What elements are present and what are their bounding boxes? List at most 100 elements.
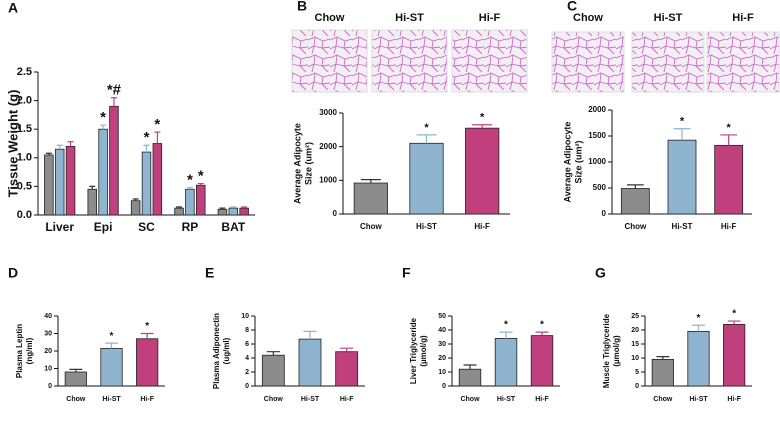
error-bar <box>143 144 150 153</box>
bar <box>44 154 54 216</box>
bar <box>64 371 87 387</box>
x-tick-label: Chow <box>360 222 383 231</box>
y-tick-label: 6 <box>245 341 249 348</box>
bar <box>494 337 518 387</box>
y-tick-label: 2 <box>245 369 249 376</box>
significance-mark: * <box>540 320 544 331</box>
significance-mark: * <box>504 320 508 331</box>
bar <box>298 338 322 387</box>
bar <box>141 151 152 216</box>
significance-mark: * <box>732 309 736 320</box>
x-tick-label: Chow <box>624 222 647 231</box>
bar <box>261 354 285 387</box>
bar <box>620 188 650 215</box>
image-label: Chow <box>315 12 345 24</box>
error-bar <box>416 134 437 144</box>
y-tick-label: 1.5 <box>17 123 32 135</box>
x-tick-label: Chow <box>264 396 284 403</box>
y-tick-label: 10 <box>44 365 52 372</box>
x-tick-label: Epi <box>94 220 113 234</box>
y-tick-label: 1000 <box>588 157 606 166</box>
panel-label: D <box>8 265 18 281</box>
error-bar <box>303 330 317 340</box>
error-bar <box>219 207 226 210</box>
y-tick-label: 500 <box>593 183 607 192</box>
y-axis-label: Average Adipocyte <box>562 122 572 203</box>
bar <box>667 139 697 215</box>
y-tick-label: 0 <box>635 383 639 390</box>
y-tick-label: 40 <box>44 313 52 320</box>
y-axis-label: (ug/ml) <box>222 337 231 364</box>
bar <box>228 207 239 216</box>
y-tick-label: 15 <box>631 341 639 348</box>
error-bar <box>186 186 193 190</box>
significance-mark: * <box>727 122 732 134</box>
x-tick-label: Hi-ST <box>416 222 437 231</box>
y-axis-label: Muscle Triglyceride <box>602 313 611 388</box>
error-bar <box>656 356 670 360</box>
significance-mark: * <box>154 116 160 133</box>
y-tick-label: 0 <box>48 383 52 390</box>
y-axis-label: (µmol/g) <box>419 335 428 367</box>
x-tick-label: Hi-ST <box>672 222 693 231</box>
error-bar <box>154 131 161 144</box>
y-axis-label: (µmol/g) <box>612 335 621 367</box>
y-tick-label: 0 <box>602 209 607 218</box>
x-tick-label: SC <box>138 220 155 234</box>
x-tick-label: Hi-ST <box>497 396 516 403</box>
bar <box>353 182 388 215</box>
x-tick-label: Hi-ST <box>102 396 121 403</box>
x-tick-label: Chow <box>66 396 86 403</box>
y-axis-label: Plasma Adiponectin <box>212 313 221 389</box>
x-tick-label: Liver <box>45 220 74 234</box>
y-axis-label: Tissue Weight (g) <box>5 90 20 198</box>
error-bar <box>140 332 154 339</box>
y-tick-label: 2.5 <box>17 66 32 78</box>
y-tick-label: 1000 <box>319 175 337 184</box>
x-tick-label: Hi-F <box>340 396 354 403</box>
bar <box>239 207 249 216</box>
error-bar <box>45 152 52 155</box>
significance-mark: * <box>110 331 114 342</box>
y-axis-label: Plasma Leptin <box>15 324 24 378</box>
y-tick-label: 0 <box>442 383 446 390</box>
panel-label: F <box>402 265 411 281</box>
error-bar <box>535 331 549 336</box>
y-tick-label: 0.5 <box>17 180 32 192</box>
panel-label: B <box>297 0 307 14</box>
y-tick-label: 40 <box>438 327 446 334</box>
significance-mark: * <box>144 129 150 146</box>
panel-label: G <box>595 265 606 281</box>
y-axis-label: Average Adipocyte <box>292 123 302 204</box>
error-bar <box>692 324 705 332</box>
y-tick-label: 5 <box>635 369 639 376</box>
x-tick-label: Hi-F <box>535 396 549 403</box>
y-tick-label: 50 <box>438 313 446 320</box>
significance-mark: * <box>100 109 106 126</box>
error-bar <box>56 144 63 150</box>
error-bar <box>720 134 738 146</box>
y-tick-label: 0.0 <box>17 209 32 221</box>
y-tick-label: 20 <box>438 355 446 362</box>
error-bar <box>727 320 741 325</box>
x-tick-label: Chow <box>460 396 480 403</box>
error-bar <box>241 206 248 209</box>
error-bar <box>69 368 83 372</box>
bar <box>152 143 163 216</box>
y-tick-label: 10 <box>631 355 639 362</box>
x-tick-label: Chow <box>653 396 673 403</box>
micrograph <box>551 31 625 93</box>
x-tick-label: BAT <box>221 220 245 234</box>
error-bar <box>176 206 183 209</box>
bar <box>530 335 554 387</box>
bar <box>130 200 141 216</box>
error-bar <box>499 331 513 339</box>
error-bar <box>360 179 381 184</box>
significance-mark: * <box>187 172 193 189</box>
micrograph <box>291 29 368 93</box>
bar <box>687 330 710 387</box>
bar <box>65 145 76 216</box>
error-bar <box>100 124 107 130</box>
significance-mark: * <box>480 112 485 124</box>
